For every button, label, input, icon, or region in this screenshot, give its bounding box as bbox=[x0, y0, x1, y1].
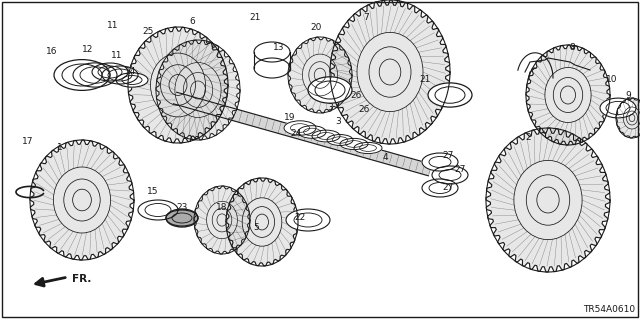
Text: 20: 20 bbox=[310, 24, 322, 33]
Text: 13: 13 bbox=[273, 43, 285, 53]
Ellipse shape bbox=[92, 63, 128, 81]
Ellipse shape bbox=[54, 60, 110, 90]
Text: 2: 2 bbox=[525, 133, 531, 143]
Ellipse shape bbox=[194, 186, 250, 254]
Ellipse shape bbox=[73, 63, 117, 87]
Ellipse shape bbox=[102, 66, 138, 84]
Text: 27: 27 bbox=[442, 151, 454, 160]
Polygon shape bbox=[330, 0, 450, 144]
Ellipse shape bbox=[156, 40, 240, 140]
Ellipse shape bbox=[526, 45, 610, 145]
Polygon shape bbox=[173, 92, 431, 176]
Text: 21: 21 bbox=[250, 13, 260, 23]
Ellipse shape bbox=[600, 98, 636, 118]
Text: 16: 16 bbox=[46, 48, 58, 56]
Ellipse shape bbox=[288, 37, 352, 113]
Text: 3: 3 bbox=[335, 117, 341, 127]
Text: 17: 17 bbox=[22, 137, 34, 146]
Text: 15: 15 bbox=[147, 188, 159, 197]
Polygon shape bbox=[526, 45, 610, 145]
Ellipse shape bbox=[166, 210, 198, 226]
Text: 24: 24 bbox=[291, 129, 301, 137]
Ellipse shape bbox=[254, 58, 290, 78]
Ellipse shape bbox=[354, 142, 382, 154]
Ellipse shape bbox=[166, 209, 198, 227]
Ellipse shape bbox=[422, 179, 458, 197]
Polygon shape bbox=[194, 186, 250, 254]
Ellipse shape bbox=[284, 121, 316, 135]
Polygon shape bbox=[486, 128, 610, 272]
Ellipse shape bbox=[327, 135, 353, 145]
Polygon shape bbox=[288, 37, 352, 113]
Text: 11: 11 bbox=[111, 50, 123, 60]
Ellipse shape bbox=[298, 126, 326, 138]
Text: 5: 5 bbox=[253, 224, 259, 233]
Text: 6: 6 bbox=[189, 18, 195, 26]
Polygon shape bbox=[616, 98, 640, 138]
Ellipse shape bbox=[226, 178, 298, 266]
Ellipse shape bbox=[254, 42, 290, 62]
Text: 18: 18 bbox=[216, 204, 228, 212]
Ellipse shape bbox=[428, 83, 472, 107]
Ellipse shape bbox=[486, 128, 610, 272]
Polygon shape bbox=[156, 40, 240, 140]
Text: 12: 12 bbox=[83, 46, 93, 55]
Ellipse shape bbox=[330, 0, 450, 144]
Ellipse shape bbox=[422, 153, 458, 171]
Text: 14: 14 bbox=[125, 68, 137, 77]
Text: FR.: FR. bbox=[72, 274, 92, 284]
Text: 10: 10 bbox=[606, 76, 618, 85]
Text: 19: 19 bbox=[284, 114, 296, 122]
Ellipse shape bbox=[616, 98, 640, 138]
Ellipse shape bbox=[308, 77, 352, 103]
Text: 11: 11 bbox=[108, 20, 119, 29]
Text: 1: 1 bbox=[57, 144, 63, 152]
Text: 4: 4 bbox=[382, 153, 388, 162]
Polygon shape bbox=[226, 178, 298, 266]
Text: 7: 7 bbox=[363, 13, 369, 23]
Ellipse shape bbox=[432, 166, 468, 184]
Text: 21: 21 bbox=[419, 76, 431, 85]
Text: 27: 27 bbox=[454, 166, 466, 174]
Text: 25: 25 bbox=[142, 27, 154, 36]
Text: 8: 8 bbox=[569, 43, 575, 53]
Ellipse shape bbox=[138, 200, 178, 220]
Ellipse shape bbox=[312, 130, 340, 142]
Ellipse shape bbox=[128, 27, 228, 143]
Text: 27: 27 bbox=[442, 183, 454, 192]
Ellipse shape bbox=[340, 138, 368, 150]
Polygon shape bbox=[30, 140, 134, 260]
Text: 9: 9 bbox=[625, 92, 631, 100]
Ellipse shape bbox=[116, 73, 148, 87]
Text: 23: 23 bbox=[176, 204, 188, 212]
Text: 26: 26 bbox=[350, 91, 362, 100]
Ellipse shape bbox=[30, 140, 134, 260]
Text: 22: 22 bbox=[294, 213, 306, 222]
Text: 3: 3 bbox=[327, 103, 333, 113]
Text: TR54A0610: TR54A0610 bbox=[583, 305, 635, 314]
Polygon shape bbox=[128, 27, 228, 143]
Text: 26: 26 bbox=[358, 106, 370, 115]
Ellipse shape bbox=[286, 209, 330, 231]
